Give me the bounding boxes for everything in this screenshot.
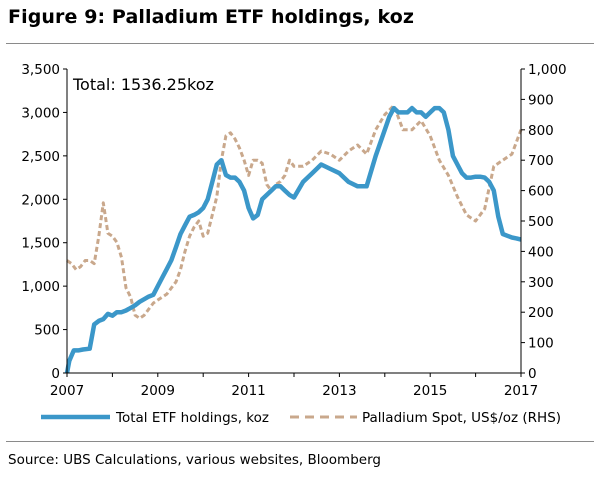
y-left-tick-label: 2,500	[21, 149, 60, 165]
x-tick-label: 2015	[413, 383, 447, 399]
y-right-tick-label: 300	[528, 275, 554, 291]
legend: Total ETF holdings, koz Palladium Spot, U…	[41, 410, 561, 426]
y-left-tick-label: 3,000	[21, 105, 60, 121]
y-right-tick-label: 1,000	[528, 62, 567, 78]
y-right-tick-label: 0	[528, 366, 537, 382]
source-note: Source: UBS Calculations, various websit…	[8, 452, 381, 468]
axes: 0 500 1,000 1,500 2,000 2,500 3,000 3,500 0 100 20…	[21, 62, 566, 399]
y-left-tick-label: 1,500	[21, 236, 60, 252]
y-left-tick-label: 0	[51, 366, 60, 382]
palladium-spot-line	[66, 104, 523, 320]
etf-holdings-line	[64, 105, 522, 374]
y-right-tick-label: 900	[528, 92, 554, 108]
legend-label-spot: Palladium Spot, US$/oz (RHS)	[362, 410, 561, 426]
y-right-tick-label: 700	[528, 153, 554, 169]
y-right-tick-label: 500	[528, 214, 554, 230]
source-rule	[6, 441, 594, 442]
total-annotation: Total: 1536.25koz	[72, 75, 214, 94]
y-right-tick-label: 200	[528, 305, 554, 321]
y-left-tick-label: 500	[34, 323, 60, 339]
chart-title: Figure 9: Palladium ETF holdings, koz	[8, 6, 415, 28]
chart-canvas: Total: 1536.25koz 0 500 1,000 1,500 2,000 2,5…	[21, 62, 566, 426]
y-right-tick-label: 100	[528, 336, 554, 352]
title-rule	[6, 43, 594, 44]
y-right-tick-label: 400	[528, 244, 554, 260]
plot-area: Total: 1536.25koz	[64, 75, 523, 374]
y-left-tick-label: 1,000	[21, 279, 60, 295]
x-tick-label: 2013	[322, 383, 356, 399]
y-left-tick-label: 2,000	[21, 192, 60, 208]
y-right-tick-label: 600	[528, 184, 554, 200]
legend-label-holdings: Total ETF holdings, koz	[115, 410, 269, 426]
x-tick-label: 2017	[504, 383, 538, 399]
x-tick-label: 2009	[141, 383, 175, 399]
x-tick-label: 2011	[231, 383, 265, 399]
y-right-tick-label: 800	[528, 123, 554, 139]
y-left-tick-label: 3,500	[21, 62, 60, 78]
x-tick-label: 2007	[50, 383, 84, 399]
